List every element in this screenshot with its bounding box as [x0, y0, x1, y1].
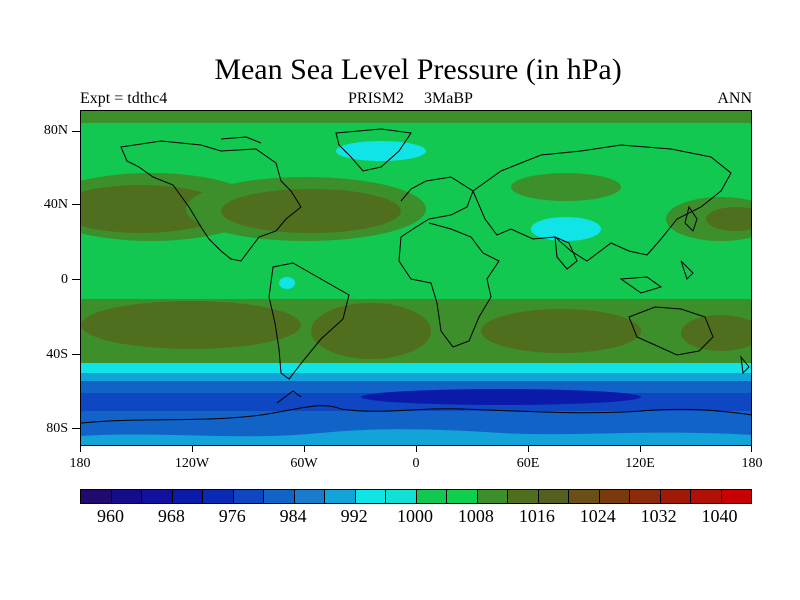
x-label-60w: 60W [290, 456, 318, 471]
scenario-label: PRISM2 3MaBP [348, 90, 473, 107]
colorbar-label: 960 [96, 506, 124, 526]
colorbar-swatch [81, 490, 112, 503]
x-label-180e: 180 [741, 456, 763, 471]
colorbar-swatch [111, 490, 142, 503]
colorbar-swatch [264, 490, 295, 503]
greenland-low [336, 141, 426, 161]
colorbar-swatch [325, 490, 356, 503]
colorbar-swatch [538, 490, 569, 503]
x-label-120w: 120W [174, 456, 210, 471]
asia-high [511, 173, 621, 201]
colorbar-swatch [508, 490, 539, 503]
colorbar-swatch [477, 490, 508, 503]
colorbar-label: 1032 [640, 506, 677, 526]
colorbar-label: 968 [157, 506, 185, 526]
y-label-80s: 80S [46, 421, 68, 436]
colorbar-swatch [630, 490, 661, 503]
pressure-map-svg [81, 111, 751, 445]
x-tick [751, 446, 752, 452]
colorbar-label: 1000 [397, 506, 433, 526]
southern-ocean-band-1 [81, 363, 751, 373]
x-label-0: 0 [412, 456, 420, 471]
y-tick [72, 204, 80, 205]
x-tick [640, 446, 641, 452]
colorbar-label: 1040 [701, 506, 738, 526]
colorbar-swatch [660, 490, 691, 503]
experiment-label: Expt = tdthc4 [80, 90, 168, 107]
south-atlantic-high [311, 303, 431, 359]
colorbar-label: 1016 [518, 506, 555, 526]
colorbar-label: 1008 [457, 506, 494, 526]
season-label: ANN [717, 90, 752, 107]
y-label-40n: 40N [43, 197, 68, 212]
pressure-colorbar [80, 489, 752, 504]
y-tick [72, 428, 80, 429]
x-label-60e: 60E [516, 456, 540, 471]
y-label-40s: 40S [46, 347, 68, 362]
colorbar-swatch [386, 490, 417, 503]
colorbar-label: 992 [340, 506, 368, 526]
y-tick [72, 131, 80, 132]
colorbar-swatch [233, 490, 264, 503]
east-pacific-high-core [706, 207, 751, 231]
north-atlantic-high-core [221, 189, 401, 233]
x-tick [528, 446, 529, 452]
coastlines [81, 128, 751, 424]
colorbar-swatch [294, 490, 325, 503]
colorbar-swatch [416, 490, 447, 503]
x-tick [80, 446, 81, 452]
colorbar-swatch [172, 490, 203, 503]
colorbar-label: 976 [218, 506, 246, 526]
amazon-low [279, 277, 295, 289]
x-label-120e: 120E [625, 456, 655, 471]
colorbar-swatch [142, 490, 173, 503]
y-tick [72, 279, 80, 280]
australia-high [681, 315, 751, 351]
colorbar-swatch [569, 490, 600, 503]
map-title: Mean Sea Level Pressure (in hPa) [214, 53, 622, 86]
colorbar-swatch [691, 490, 722, 503]
southern-ocean-band-2 [81, 373, 751, 381]
arctic-band [81, 111, 751, 123]
y-label-0: 0 [61, 272, 68, 287]
antarctic-interior [81, 429, 751, 445]
southern-ocean-band-3 [81, 381, 751, 393]
colorbar-swatch [599, 490, 630, 503]
x-tick [192, 446, 193, 452]
colorbar-swatch [447, 490, 478, 503]
y-label-80n: 80N [43, 123, 68, 138]
colorbar-swatch [203, 490, 234, 503]
x-tick [416, 446, 417, 452]
asian-low [531, 217, 601, 241]
colorbar-label: 984 [279, 506, 307, 526]
colorbar-swatch [355, 490, 386, 503]
colorbar-swatch [721, 490, 751, 503]
north-pacific-high-core [81, 185, 226, 233]
y-tick [72, 354, 80, 355]
x-tick [304, 446, 305, 452]
pressure-map [80, 110, 752, 446]
southern-ocean-core [361, 389, 641, 405]
south-indian-high [481, 309, 641, 353]
x-label-180w: 180 [69, 456, 91, 471]
colorbar-label: 1024 [579, 506, 616, 526]
south-pacific-high [81, 301, 301, 349]
